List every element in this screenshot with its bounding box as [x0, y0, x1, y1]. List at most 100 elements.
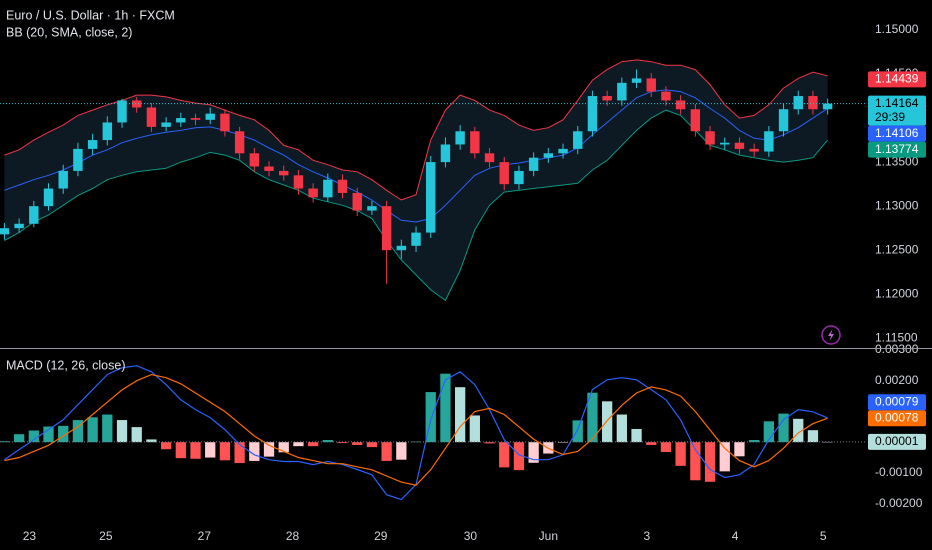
x-tick-label: Jun — [539, 529, 558, 543]
histogram-bar — [807, 430, 819, 443]
candle-body — [205, 113, 215, 120]
histogram-bar — [631, 428, 642, 443]
candle-body — [132, 100, 142, 108]
candle-body — [661, 91, 671, 101]
histogram-bar — [425, 392, 436, 443]
candle-body — [749, 148, 759, 152]
y-tick-label: 1.13000 — [875, 198, 919, 212]
candle-body — [161, 122, 171, 127]
price-label-box — [868, 125, 926, 142]
candle-body — [573, 131, 583, 149]
candle-body — [190, 118, 201, 120]
histogram-bar — [337, 442, 348, 444]
histogram-bar — [675, 442, 686, 466]
candle-body — [249, 153, 260, 167]
x-tick-label: 29 — [374, 529, 388, 543]
candle-body — [587, 96, 598, 132]
price-label: 1.13774 — [875, 142, 919, 156]
candle-body — [411, 232, 421, 246]
histogram-bar — [366, 442, 378, 448]
band-line — [4, 59, 828, 201]
x-tick-label: 28 — [286, 529, 300, 543]
band-line — [4, 89, 828, 223]
candle-body — [264, 166, 274, 171]
price-label: 1.14439 — [875, 72, 919, 86]
signal-line — [4, 373, 828, 486]
candle-body — [543, 153, 554, 158]
macd-title: MACD (12, 26, close) — [6, 358, 125, 372]
candle-body — [43, 188, 54, 207]
histogram-bar — [43, 426, 54, 443]
y-tick-label: 0.00300 — [875, 342, 919, 356]
candle-body — [822, 103, 833, 110]
histogram-bar — [396, 442, 407, 460]
histogram-bar — [749, 440, 760, 443]
candle-body — [426, 162, 436, 233]
candle-body — [73, 148, 83, 171]
value-label: 0.00079 — [875, 394, 919, 408]
candle-body — [734, 142, 745, 149]
histogram-bar — [116, 420, 128, 443]
y-tick-label: -0.00200 — [875, 496, 923, 510]
candle-body — [514, 170, 524, 185]
candle-body — [764, 131, 774, 152]
value-label-box — [868, 410, 926, 427]
y-tick-label: 1.13500 — [875, 154, 919, 168]
candle-body — [176, 118, 186, 123]
histogram-bar — [0, 441, 10, 443]
candle-body — [87, 140, 98, 149]
histogram-bar — [146, 439, 157, 443]
histogram-bar — [587, 392, 598, 443]
candle-body — [631, 78, 642, 83]
histogram-bar — [381, 442, 392, 461]
histogram-bar — [13, 434, 25, 443]
candle-body — [484, 153, 495, 163]
histogram-bar — [28, 430, 39, 443]
histogram-bar — [704, 442, 716, 482]
histogram-bar — [131, 427, 142, 443]
value-label: 0.00078 — [875, 410, 919, 424]
candle-body — [675, 100, 686, 110]
histogram-bar — [601, 401, 613, 443]
histogram-bar — [205, 442, 216, 458]
candle-body — [793, 96, 803, 110]
candle-body — [14, 223, 24, 229]
candle-body — [293, 175, 304, 189]
candle-body — [778, 109, 789, 132]
candle-body — [308, 188, 318, 198]
x-tick-label: 5 — [820, 529, 827, 543]
candle-body — [220, 113, 230, 132]
x-tick-label: 4 — [732, 529, 739, 543]
histogram-bar — [690, 442, 701, 481]
histogram-bar — [793, 418, 804, 443]
candle-body — [396, 245, 407, 251]
candle-body — [234, 131, 245, 154]
histogram-bar — [234, 442, 245, 464]
y-tick-label: -0.00100 — [875, 465, 923, 479]
candle-body — [470, 131, 480, 154]
histogram-bar — [190, 442, 201, 459]
y-tick-label: 1.11500 — [875, 330, 918, 344]
histogram-bar — [616, 414, 627, 443]
candle-body — [808, 96, 818, 110]
y-tick-label: 0.00200 — [875, 373, 919, 387]
price-label-box — [868, 95, 926, 126]
candle-body — [381, 206, 392, 251]
lightning-icon[interactable] — [821, 325, 841, 345]
y-tick-label: 1.12500 — [875, 242, 919, 256]
histogram-bar — [102, 414, 113, 443]
histogram-bar — [322, 440, 333, 443]
candle-body — [558, 148, 568, 154]
candle-body — [0, 228, 10, 235]
candle-body — [117, 100, 127, 123]
icon-bolt[interactable] — [828, 329, 834, 341]
indicator-title: BB (20, SMA, close, 2) — [6, 25, 132, 39]
x-tick-label: 25 — [99, 529, 113, 543]
candle-body — [617, 82, 627, 101]
histogram-bar — [307, 442, 319, 447]
icon-circle[interactable] — [821, 325, 841, 345]
band-line — [4, 109, 828, 302]
candle-body — [352, 192, 362, 211]
chart-title: Euro / U.S. Dollar · 1h · FXCM — [6, 8, 175, 22]
